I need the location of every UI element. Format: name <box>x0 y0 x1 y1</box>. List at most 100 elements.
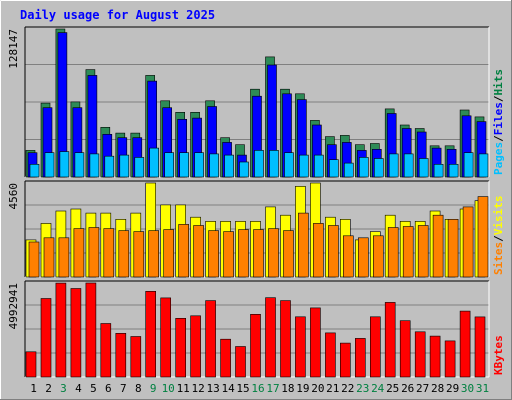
bar-kbytes-day-3 <box>55 282 67 378</box>
x-tick-label-day-20: 20 <box>311 382 324 395</box>
panel-kbytes: 4992941 KBytes <box>7 280 505 378</box>
bar-kbytes-day-26 <box>399 320 411 378</box>
bar-pages-day-18 <box>284 152 294 178</box>
bar-pages-day-21 <box>329 159 339 178</box>
bar-pages-day-11 <box>179 152 189 178</box>
series-pages <box>29 147 489 178</box>
legend: Pages/Files/Hits <box>492 69 505 175</box>
bar-sites-day-30 <box>462 206 474 278</box>
chart-title: Daily usage for August 2025 <box>20 8 215 22</box>
bar-sites-day-4 <box>73 228 85 278</box>
bar-kbytes-day-23 <box>354 338 366 378</box>
legend-entry: / <box>492 95 505 102</box>
bar-pages-day-13 <box>209 153 219 178</box>
bar-kbytes-day-8 <box>130 336 142 378</box>
legend-entry: Hits <box>492 69 505 96</box>
bar-sites-day-26 <box>402 226 414 278</box>
chart-panels: 128147 Pages/Files/Hits 4560 Sites/Visits 49… <box>7 26 505 378</box>
bar-pages-day-26 <box>403 153 414 178</box>
x-tick-label-day-5: 5 <box>90 382 97 395</box>
bar-kbytes-day-1 <box>25 351 37 378</box>
bar-pages-day-9 <box>149 147 159 178</box>
legend-entry: / <box>492 235 505 242</box>
bar-pages-day-24 <box>373 158 384 178</box>
bar-sites-day-5 <box>88 227 100 278</box>
bar-sites-day-23 <box>357 237 369 278</box>
x-tick-label-day-4: 4 <box>75 382 82 395</box>
series-sites <box>28 196 489 278</box>
x-tick-label-day-27: 27 <box>416 382 429 395</box>
bar-sites-day-27 <box>417 225 429 278</box>
bar-kbytes-day-10 <box>160 297 171 378</box>
x-axis-tick-labels: 1 2 3 4 5 6 7 8 9 10 11 12 13 14 15 16 17 18 19 20 21 22 23 24 2… <box>30 382 489 395</box>
bar-kbytes-day-11 <box>175 317 186 378</box>
bar-sites-day-19 <box>298 212 309 278</box>
x-tick-label-day-26: 26 <box>401 382 414 395</box>
bar-kbytes-day-13 <box>205 300 216 378</box>
bar-sites-day-3 <box>58 237 70 278</box>
bar-kbytes-day-21 <box>325 332 336 378</box>
x-tick-label-day-22: 22 <box>341 382 354 395</box>
legend-entry: Files <box>492 102 505 135</box>
bar-sites-day-22 <box>342 235 354 278</box>
bar-pages-day-29 <box>448 164 459 178</box>
bar-kbytes-day-19 <box>295 316 306 378</box>
bar-sites-day-10 <box>163 229 174 278</box>
bar-kbytes-day-28 <box>429 335 441 378</box>
x-tick-label-day-17: 17 <box>266 382 279 395</box>
bar-pages-day-28 <box>433 164 444 178</box>
bar-pages-day-3 <box>59 151 70 178</box>
x-tick-label-day-10: 10 <box>162 382 175 395</box>
x-tick-label-day-8: 8 <box>135 382 142 395</box>
x-tick-label-day-3: 3 <box>60 382 67 395</box>
x-tick-label-day-24: 24 <box>371 382 385 395</box>
legend: Sites/Visits <box>492 196 505 276</box>
panel-hits-files-pages: 128147 Pages/Files/Hits <box>7 26 505 178</box>
bar-pages-day-16 <box>254 150 264 178</box>
x-tick-label-day-28: 28 <box>431 382 444 395</box>
bar-kbytes-day-7 <box>115 332 127 378</box>
bar-kbytes-day-9 <box>145 290 156 378</box>
bar-pages-day-5 <box>89 153 100 178</box>
bar-sites-day-20 <box>313 223 324 278</box>
x-tick-label-day-9: 9 <box>150 382 157 395</box>
bar-sites-day-1 <box>28 241 40 278</box>
x-tick-label-day-2: 2 <box>45 382 52 395</box>
bar-sites-day-29 <box>447 219 459 278</box>
panel-visits-sites: 4560 Sites/Visits <box>7 180 505 278</box>
x-tick-label-day-16: 16 <box>251 382 264 395</box>
bar-sites-day-24 <box>372 235 384 278</box>
y-max-label: 4560 <box>7 183 20 210</box>
bar-kbytes-day-22 <box>339 342 351 378</box>
bar-kbytes-day-4 <box>70 288 82 378</box>
legend-text: Pages/Files/Hits <box>492 69 505 175</box>
bar-pages-day-23 <box>358 157 369 178</box>
bar-kbytes-day-29 <box>444 340 456 378</box>
x-tick-label-day-23: 23 <box>356 382 369 395</box>
bar-sites-day-2 <box>43 237 55 278</box>
bar-kbytes-day-14 <box>220 338 231 378</box>
legend: KBytes <box>492 335 505 375</box>
y-max-label: 4992941 <box>7 283 20 329</box>
bar-sites-day-16 <box>253 229 264 278</box>
legend-entry: / <box>492 135 505 142</box>
bar-kbytes-day-16 <box>250 313 261 378</box>
bar-kbytes-day-31 <box>474 316 486 378</box>
x-tick-label-day-30: 30 <box>461 382 474 395</box>
legend-entry: KBytes <box>492 335 505 375</box>
bar-kbytes-day-24 <box>369 316 381 378</box>
bar-sites-day-21 <box>328 225 339 278</box>
bar-pages-day-10 <box>164 152 174 178</box>
bar-sites-day-17 <box>268 228 279 278</box>
bar-pages-day-4 <box>74 152 85 178</box>
bar-pages-day-6 <box>104 155 115 178</box>
bar-pages-day-30 <box>463 152 474 178</box>
bar-pages-day-14 <box>224 154 234 178</box>
x-tick-label-day-11: 11 <box>177 382 190 395</box>
bar-pages-day-20 <box>314 154 324 178</box>
bar-kbytes-day-17 <box>265 297 276 378</box>
y-max-label: 128147 <box>7 29 20 69</box>
bar-pages-day-7 <box>119 154 130 178</box>
bar-kbytes-day-20 <box>310 307 321 378</box>
